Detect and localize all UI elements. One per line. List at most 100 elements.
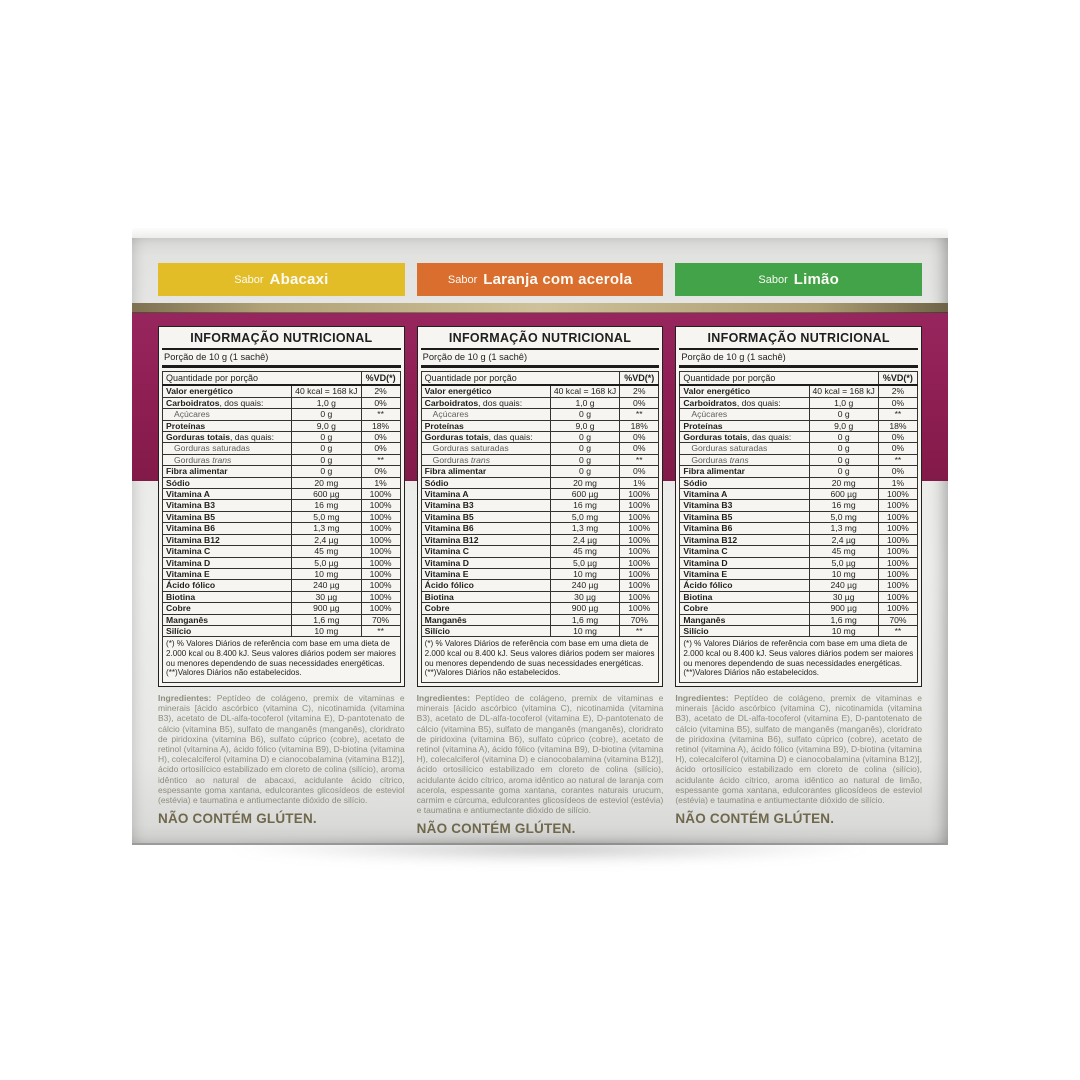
daily-values-footnote: (*) % Valores Diários de referência com … bbox=[420, 636, 660, 684]
nutrient-dv: 100% bbox=[619, 533, 660, 547]
nutrient-dv: 100% bbox=[877, 488, 919, 501]
nutrient-dv: 1% bbox=[619, 476, 660, 490]
nutrient-dv: 18% bbox=[360, 419, 401, 433]
flavor-bar-row: Sabor Abacaxi Sabor Laranja com acerola … bbox=[158, 263, 923, 296]
column-header-dv: %VD(*) bbox=[877, 371, 919, 387]
nutrient-value: 0 g bbox=[291, 442, 362, 455]
nutrient-name: Ácido fólico bbox=[679, 579, 810, 592]
nutrient-dv: 100% bbox=[619, 602, 660, 615]
nutrition-row: Açúcares 0 g ** bbox=[161, 408, 401, 421]
nutrition-row: Cobre 900 µg 100% bbox=[679, 602, 919, 615]
nutrition-row: Manganês 1,6 mg 70% bbox=[161, 613, 401, 626]
nutrient-dv: ** bbox=[360, 453, 401, 467]
nutrition-panel-laranja-acerola: INFORMAÇÃO NUTRICIONAL Porção de 10 g (1… bbox=[416, 326, 664, 688]
nutrient-value: 2,4 µg bbox=[808, 533, 879, 547]
nutrition-row: Vitamina B5 5,0 mg 100% bbox=[161, 510, 401, 524]
nutrition-row: Gorduras totais, das quais: 0 g 0% bbox=[161, 431, 401, 444]
nutrient-value: 900 µg bbox=[291, 602, 362, 615]
nutrient-value: 0 g bbox=[291, 431, 362, 444]
nutrient-dv: 100% bbox=[877, 567, 919, 581]
nutrient-dv: ** bbox=[877, 624, 919, 638]
nutrition-row: Sódio 20 mg 1% bbox=[679, 476, 919, 490]
nutrition-row: Vitamina D 5,0 µg 100% bbox=[679, 556, 919, 569]
nutrient-value: 5,0 µg bbox=[291, 556, 362, 569]
flavor-prefix-label: Sabor bbox=[234, 273, 264, 286]
flavor-name-label: Abacaxi bbox=[269, 271, 329, 288]
nutrition-table-title: INFORMAÇÃO NUTRICIONAL bbox=[679, 329, 919, 350]
nutrient-dv: ** bbox=[619, 453, 660, 467]
portion-size-label: Porção de 10 g (1 sachê) bbox=[420, 350, 660, 368]
nutrient-value: 9,0 g bbox=[549, 419, 621, 433]
nutrient-dv: 1% bbox=[877, 476, 919, 490]
nutrient-name: Gorduras trans bbox=[420, 453, 551, 467]
nutrient-name: Vitamina A bbox=[420, 488, 551, 501]
nutrition-row: Cobre 900 µg 100% bbox=[420, 602, 660, 615]
nutrient-value: 40 kcal = 168 kJ bbox=[808, 384, 879, 398]
nutrient-value: 1,6 mg bbox=[291, 613, 362, 626]
nutrition-row: Sódio 20 mg 1% bbox=[161, 476, 401, 490]
nutrition-row: Valor energético 40 kcal = 168 kJ 2% bbox=[161, 384, 401, 398]
nutrient-dv: ** bbox=[877, 408, 919, 421]
nutrition-row: Vitamina A 600 µg 100% bbox=[161, 488, 401, 501]
nutrient-name: Manganês bbox=[679, 613, 810, 626]
nutrient-name: Vitamina B12 bbox=[161, 533, 293, 547]
nutrient-value: 1,3 mg bbox=[291, 522, 362, 535]
nutrient-name: Gorduras totais, das quais: bbox=[420, 431, 551, 444]
nutrient-value: 1,3 mg bbox=[808, 522, 879, 535]
nutrient-value: 0 g bbox=[549, 431, 621, 444]
column-header-quantity: Quantidade por porção bbox=[162, 371, 362, 387]
nutrient-dv: 100% bbox=[360, 488, 401, 501]
nutrient-dv: 0% bbox=[619, 442, 660, 455]
nutrient-dv: 100% bbox=[360, 556, 401, 569]
nutrient-name: Vitamina B6 bbox=[679, 522, 810, 535]
nutrient-name: Vitamina B12 bbox=[420, 533, 551, 547]
nutrition-row: Gorduras totais, das quais: 0 g 0% bbox=[420, 431, 660, 444]
nutrient-dv: 100% bbox=[877, 602, 919, 615]
nutrient-name: Vitamina E bbox=[679, 567, 810, 581]
nutrition-row: Gorduras trans 0 g ** bbox=[679, 453, 919, 467]
nutrient-value: 45 mg bbox=[549, 545, 621, 558]
nutrient-value: 1,0 g bbox=[808, 396, 879, 410]
nutrient-name: Gorduras trans bbox=[161, 453, 293, 467]
nutrient-dv: 100% bbox=[360, 499, 401, 512]
nutrient-value: 16 mg bbox=[808, 499, 879, 512]
nutrient-name: Carboidratos, dos quais: bbox=[420, 396, 551, 410]
nutrition-row: Vitamina B5 5,0 mg 100% bbox=[679, 510, 919, 524]
nutrient-dv: 100% bbox=[877, 545, 919, 558]
ingredients-column: Ingredientes: Peptídeo de colágeno, prem… bbox=[675, 693, 922, 836]
nutrient-value: 20 mg bbox=[808, 476, 879, 490]
nutrient-value: 10 mg bbox=[549, 624, 621, 638]
flavor-name-label: Limão bbox=[793, 271, 839, 288]
nutrient-value: 45 mg bbox=[808, 545, 879, 558]
nutrient-name: Gorduras totais, das quais: bbox=[679, 431, 810, 444]
nutrition-row: Vitamina A 600 µg 100% bbox=[679, 488, 919, 501]
nutrient-name: Açúcares bbox=[161, 408, 293, 421]
nutrient-name: Sódio bbox=[420, 476, 551, 490]
nutrient-value: 0 g bbox=[291, 453, 362, 467]
nutrition-panel-abacaxi: INFORMAÇÃO NUTRICIONAL Porção de 10 g (1… bbox=[158, 326, 405, 688]
nutrient-name: Vitamina E bbox=[161, 567, 293, 581]
nutrient-dv: 100% bbox=[619, 545, 660, 558]
nutrient-dv: ** bbox=[360, 624, 401, 638]
nutrition-row: Vitamina B6 1,3 mg 100% bbox=[420, 522, 660, 535]
nutrient-value: 0 g bbox=[808, 442, 879, 455]
nutrient-dv: 2% bbox=[877, 384, 919, 398]
nutrition-row: Vitamina A 600 µg 100% bbox=[420, 488, 660, 501]
flavor-bar: Sabor Laranja com acerola bbox=[416, 263, 664, 296]
nutrition-row: Vitamina C 45 mg 100% bbox=[420, 545, 660, 558]
nutrient-name: Biotina bbox=[161, 590, 293, 604]
nutrient-dv: 100% bbox=[619, 556, 660, 569]
nutrient-dv: 0% bbox=[877, 396, 919, 410]
nutrient-dv: 0% bbox=[877, 465, 919, 478]
nutrient-name: Vitamina B12 bbox=[679, 533, 810, 547]
nutrient-value: 2,4 µg bbox=[549, 533, 621, 547]
nutrient-dv: ** bbox=[877, 453, 919, 467]
nutrient-name: Ácido fólico bbox=[420, 579, 551, 592]
portion-size-label: Porção de 10 g (1 sachê) bbox=[162, 350, 401, 368]
nutrient-dv: 100% bbox=[360, 602, 401, 615]
footnote-row: (*) % Valores Diários de referência com … bbox=[420, 636, 660, 684]
nutrient-value: 1,6 mg bbox=[549, 613, 621, 626]
nutrient-name: Fibra alimentar bbox=[679, 465, 810, 478]
nutrient-name: Sódio bbox=[679, 476, 810, 490]
nutrition-panels-row: INFORMAÇÃO NUTRICIONAL Porção de 10 g (1… bbox=[158, 326, 923, 688]
